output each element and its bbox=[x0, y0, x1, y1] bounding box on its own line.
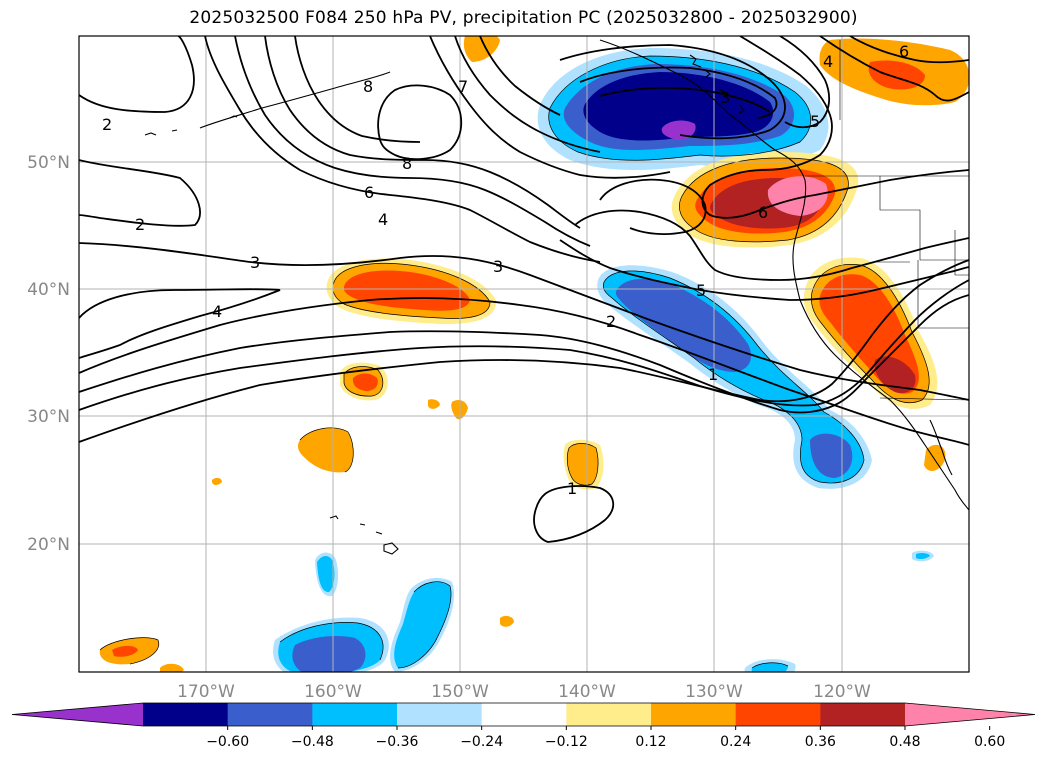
lon-label: 130°W bbox=[685, 682, 743, 702]
colorbar-tick-label: −0.60 bbox=[206, 734, 249, 750]
colorbar-swatch bbox=[227, 703, 313, 726]
pv-label: 8 bbox=[363, 77, 373, 96]
gridlines bbox=[79, 36, 969, 672]
pv-contours bbox=[79, 36, 969, 543]
pv-label: 6 bbox=[758, 203, 768, 222]
pv-label: 4 bbox=[378, 210, 388, 229]
colorbar bbox=[11, 702, 1036, 727]
pv-label: 1 bbox=[567, 479, 577, 498]
lon-label: 140°W bbox=[558, 682, 616, 702]
lat-label: 50°N bbox=[27, 153, 70, 173]
lon-label: 160°W bbox=[304, 682, 362, 702]
pv-contour-labels: 8 8 7 6 4 3 2 2 4 3 5 2 1 5 1 6 4 6 3 bbox=[102, 42, 909, 498]
pv-label: 5 bbox=[810, 112, 820, 131]
coastlines bbox=[144, 39, 969, 555]
colorbar-swatch bbox=[481, 703, 567, 726]
longitude-labels: 170°W 160°W 150°W 140°W 130°W 120°W bbox=[177, 682, 871, 702]
colorbar-swatch bbox=[397, 703, 483, 726]
lat-label: 30°N bbox=[27, 407, 70, 427]
pv-label: 4 bbox=[212, 302, 222, 321]
colorbar-outline bbox=[11, 702, 1036, 727]
colorbar-swatch bbox=[566, 703, 652, 726]
colorbar-tick-label: −0.12 bbox=[545, 734, 588, 750]
pv-label: 3 bbox=[720, 88, 730, 107]
latitude-labels: 50°N 40°N 30°N 20°N bbox=[27, 153, 70, 555]
colorbar-tick-label: 0.12 bbox=[635, 734, 666, 750]
pv-label: 8 bbox=[402, 154, 412, 173]
colorbar-tick-label: 0.24 bbox=[720, 734, 751, 750]
pv-label: 3 bbox=[493, 257, 503, 276]
colorbar-extend-low bbox=[12, 703, 143, 726]
colorbar-swatch bbox=[312, 703, 398, 726]
pv-label: 4 bbox=[823, 52, 833, 71]
colorbar-swatch bbox=[820, 703, 906, 726]
lon-label: 120°W bbox=[813, 682, 871, 702]
figure-title: 2025032500 F084 250 hPa PV, precipitatio… bbox=[189, 8, 858, 28]
pv-label: 6 bbox=[899, 42, 909, 61]
colorbar-tick-label: −0.24 bbox=[460, 734, 503, 750]
colorbar-swatch bbox=[735, 703, 821, 726]
lon-label: 170°W bbox=[177, 682, 235, 702]
colorbar-tick-label: −0.48 bbox=[291, 734, 334, 750]
colorbar-swatch bbox=[143, 703, 229, 726]
precipitation-shading bbox=[99, 36, 969, 672]
lon-label: 150°W bbox=[431, 682, 489, 702]
pv-label: 3 bbox=[250, 253, 260, 272]
lat-label: 20°N bbox=[27, 535, 70, 555]
pv-label: 7 bbox=[458, 77, 468, 96]
colorbar-tick-label: 0.36 bbox=[805, 734, 836, 750]
map-frame bbox=[78, 35, 970, 673]
colorbar-swatch bbox=[651, 703, 737, 726]
pv-label: 6 bbox=[364, 183, 374, 202]
pv-label: 2 bbox=[102, 115, 112, 134]
colorbar-tick-labels: −0.60 −0.48 −0.36 −0.24 −0.12 0.12 0.24 0.36 0.4… bbox=[206, 726, 1005, 750]
colorbar-tick-label: −0.36 bbox=[376, 734, 419, 750]
colorbar-tick-label: 0.60 bbox=[974, 734, 1005, 750]
lat-label: 40°N bbox=[27, 280, 70, 300]
pv-label: 5 bbox=[696, 281, 706, 300]
pv-label: 1 bbox=[708, 365, 718, 384]
colorbar-extend-high bbox=[905, 703, 1035, 726]
pv-label: 2 bbox=[135, 215, 145, 234]
colorbar-tick-label: 0.48 bbox=[889, 734, 920, 750]
pv-label: 2 bbox=[606, 312, 616, 331]
